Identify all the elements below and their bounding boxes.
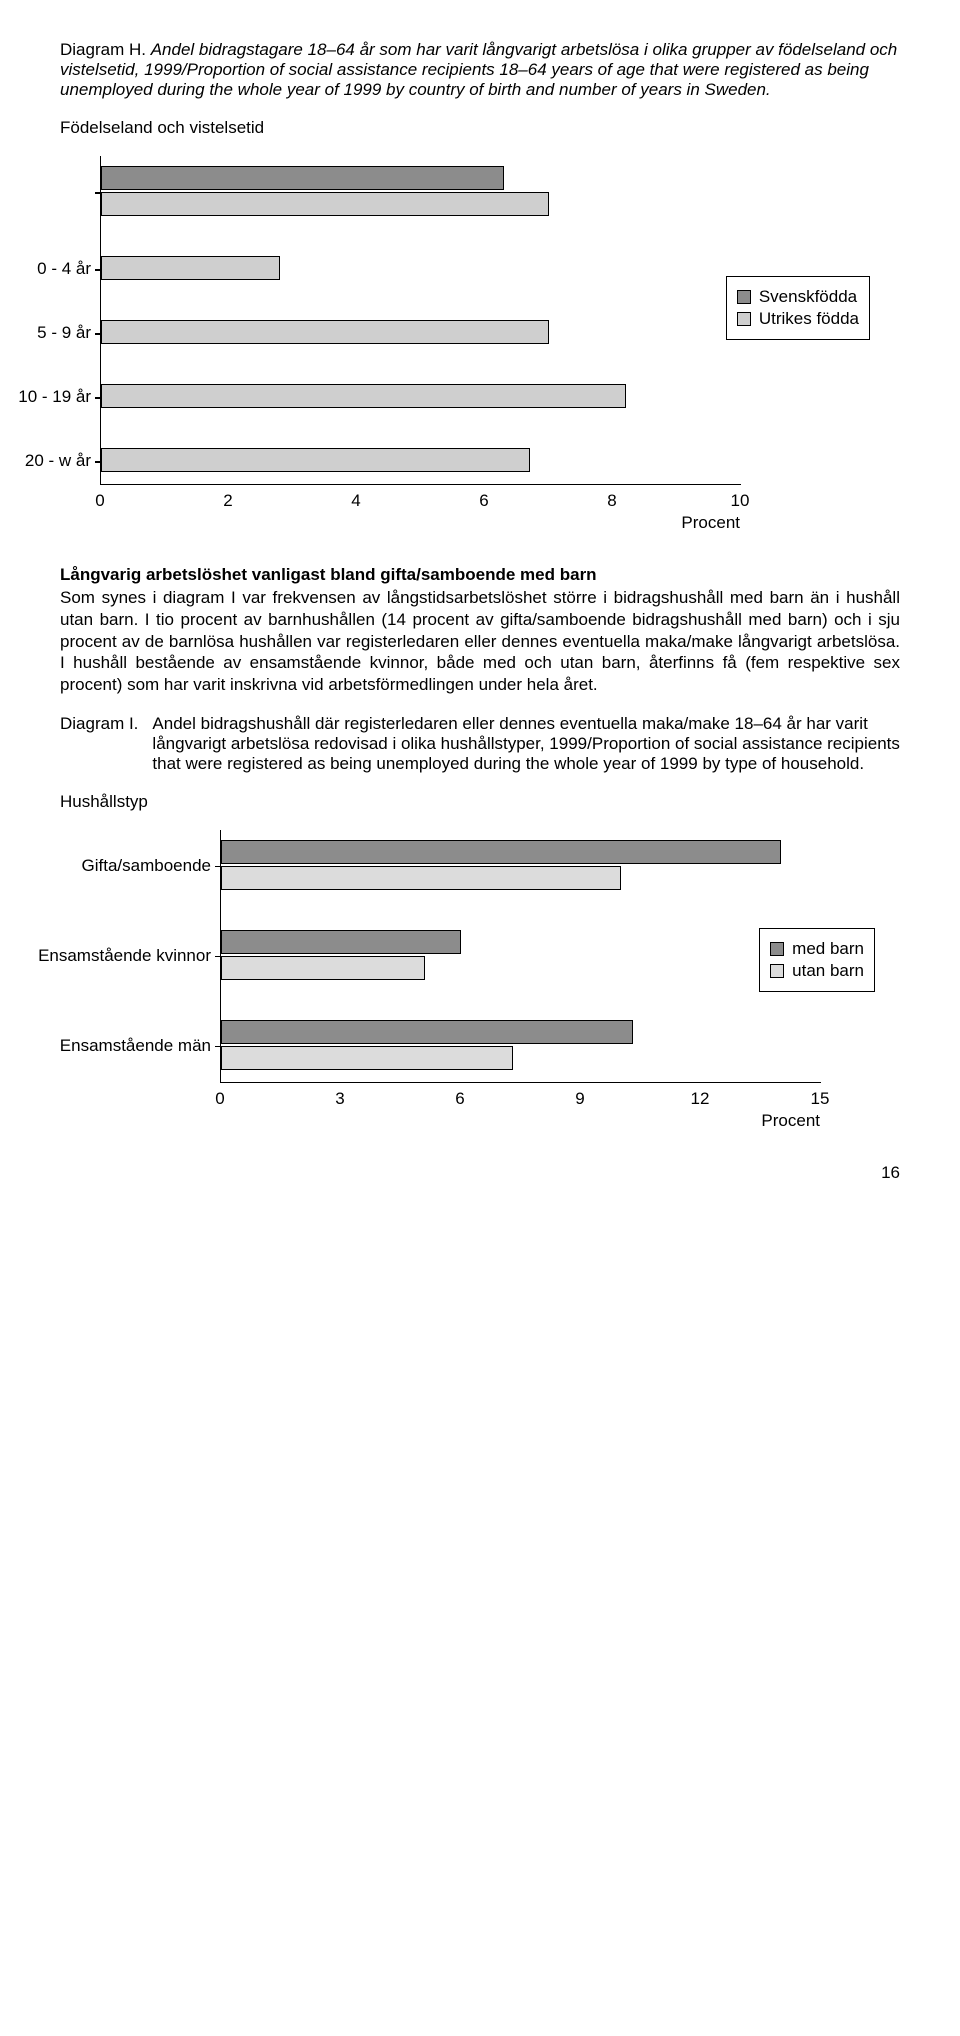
chart-category-group: Ensamstående män <box>221 1010 821 1082</box>
diagram-i-caption-text: Andel bidragshushåll där registerledaren… <box>152 714 900 774</box>
legend-swatch <box>770 942 784 956</box>
diagram-h-caption: Diagram H. Andel bidragstagare 18–64 år … <box>60 40 900 100</box>
chart-x-tick: 6 <box>455 1089 464 1109</box>
chart-category-group: 10 - 19 år <box>101 374 741 420</box>
chart-legend: SvenskföddaUtrikes födda <box>726 276 870 340</box>
chart-category-group: 20 - w år <box>101 438 741 484</box>
chart-y-label: Ensamstående män <box>60 1036 221 1056</box>
chart-bar <box>221 866 621 890</box>
chart-bar <box>221 840 781 864</box>
chart-bar <box>101 256 280 280</box>
chart-plot: Gifta/samboende Ensamstående kvinnor Ensam… <box>220 830 821 1083</box>
page-number: 16 <box>60 1163 900 1183</box>
chart-bar <box>221 956 425 980</box>
diagram-h-caption-text: Andel bidragstagare 18–64 år som har var… <box>60 40 897 99</box>
chart-y-label: 10 - 19 år <box>18 387 101 407</box>
chart-x-label: Procent <box>681 513 740 533</box>
legend-label: Svenskfödda <box>759 287 857 307</box>
chart-x-tick: 0 <box>95 491 104 511</box>
chart-x-tick: 12 <box>691 1089 710 1109</box>
chart-bar <box>221 1046 513 1070</box>
legend-swatch <box>770 964 784 978</box>
diagram-i-chart-title: Hushållstyp <box>60 792 900 812</box>
chart-category-group: 5 - 9 år <box>101 310 741 356</box>
chart-bar <box>101 192 549 216</box>
chart-x-axis: 0246810Procent <box>100 485 740 515</box>
chart-x-tick: 8 <box>607 491 616 511</box>
diagram-i-caption: Diagram I. Andel bidragshushåll där regi… <box>60 714 900 774</box>
chart-bar <box>101 320 549 344</box>
legend-item: Utrikes födda <box>737 309 859 329</box>
legend-item: Svenskfödda <box>737 287 859 307</box>
legend-item: med barn <box>770 939 864 959</box>
chart-x-tick: 0 <box>215 1089 224 1109</box>
diagram-i-label: Diagram I. <box>60 714 152 734</box>
chart-x-tick: 6 <box>479 491 488 511</box>
chart-category-group <box>101 156 741 228</box>
diagram-h-chart-title: Födelseland och vistelsetid <box>60 118 900 138</box>
chart-legend: med barnutan barn <box>759 928 875 992</box>
chart-bar <box>221 930 461 954</box>
legend-label: utan barn <box>792 961 864 981</box>
legend-swatch <box>737 312 751 326</box>
legend-item: utan barn <box>770 961 864 981</box>
chart-bar <box>101 166 504 190</box>
chart-y-label: Ensamstående kvinnor <box>38 946 221 966</box>
legend-swatch <box>737 290 751 304</box>
chart-bar <box>101 384 626 408</box>
chart-x-tick: 15 <box>811 1089 830 1109</box>
diagram-i-chart: Gifta/samboende Ensamstående kvinnor Ensam… <box>220 830 900 1113</box>
legend-label: med barn <box>792 939 864 959</box>
chart-x-label: Procent <box>761 1111 820 1131</box>
chart-category-group: 0 - 4 år <box>101 246 741 292</box>
chart-y-label: 0 - 4 år <box>37 259 101 279</box>
chart-category-group: Ensamstående kvinnor <box>221 920 821 992</box>
chart-x-tick: 4 <box>351 491 360 511</box>
section-body: Som synes i diagram I var frekvensen av … <box>60 587 900 696</box>
section-heading: Långvarig arbetslöshet vanligast bland g… <box>60 565 900 585</box>
legend-label: Utrikes födda <box>759 309 859 329</box>
chart-y-label: 5 - 9 år <box>37 323 101 343</box>
chart-plot: 0 - 4 år 5 - 9 år 10 - 19 år 20 - w år <box>100 156 741 485</box>
chart-y-label: 20 - w år <box>25 451 101 471</box>
chart-y-label: Gifta/samboende <box>82 856 221 876</box>
diagram-h-chart: 0 - 4 år5 - 9 år10 - 19 år20 - w år02468… <box>100 156 900 515</box>
diagram-h-label: Diagram H. <box>60 40 146 59</box>
chart-x-tick: 9 <box>575 1089 584 1109</box>
chart-x-tick: 10 <box>731 491 750 511</box>
chart-category-group: Gifta/samboende <box>221 830 821 902</box>
chart-bar <box>221 1020 633 1044</box>
chart-x-axis: 03691215Procent <box>220 1083 820 1113</box>
chart-x-tick: 3 <box>335 1089 344 1109</box>
chart-bar <box>101 448 530 472</box>
chart-x-tick: 2 <box>223 491 232 511</box>
